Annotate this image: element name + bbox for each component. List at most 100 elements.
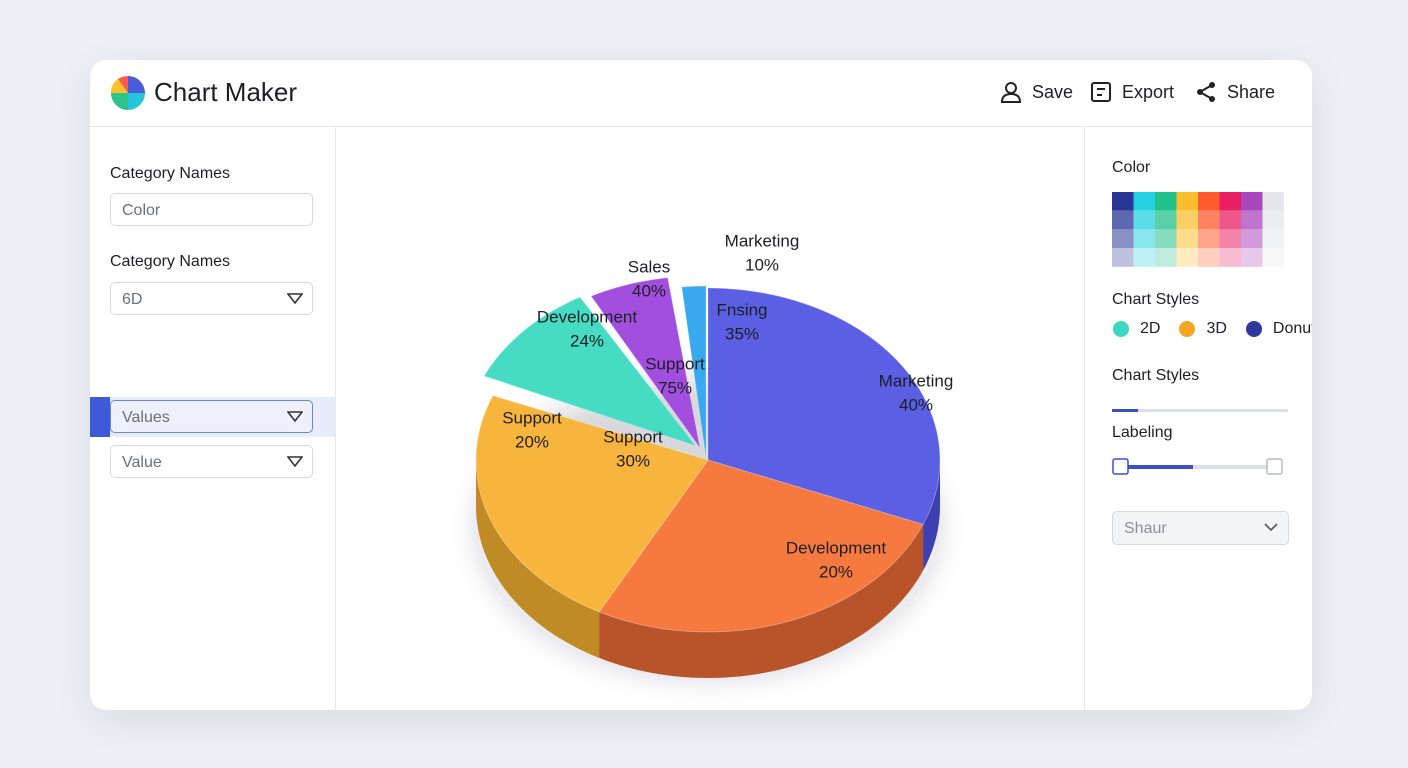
slice-percent: 40% xyxy=(899,395,933,414)
slice-top xyxy=(475,394,709,613)
labeling-label: Labeling xyxy=(1112,424,1173,441)
option-label: Donut xyxy=(1272,320,1312,337)
select[interactable]: Value xyxy=(110,445,313,478)
slice-percent: 24% xyxy=(570,331,604,350)
save-button[interactable]: Save xyxy=(1000,81,1073,103)
slice-percent: 20% xyxy=(515,432,549,451)
swatch xyxy=(1133,248,1155,267)
swatch xyxy=(1155,210,1177,230)
swatch xyxy=(1133,210,1155,230)
swatch xyxy=(1219,229,1241,249)
left-panel: Category Names Color Category Names 6D V… xyxy=(90,127,336,710)
dropdown-arrow xyxy=(287,411,303,423)
range-slider[interactable] xyxy=(1112,458,1284,476)
select-value: 6D xyxy=(122,291,143,308)
swatch xyxy=(1219,248,1241,267)
swatch xyxy=(1112,229,1134,249)
dropdown-arrow xyxy=(287,293,303,305)
share-button[interactable]: Share xyxy=(1195,81,1275,103)
logo xyxy=(110,75,145,110)
swatch xyxy=(1176,210,1198,230)
color-label: Color xyxy=(1112,159,1151,176)
slice-top xyxy=(483,296,698,447)
text-input[interactable]: Color xyxy=(110,193,313,226)
style-options: 2D 3D Donut xyxy=(1112,320,1312,338)
slice-side xyxy=(923,460,940,571)
swatch xyxy=(1241,210,1263,230)
header: Chart Maker Save Export Share xyxy=(90,60,1312,127)
color-palette[interactable] xyxy=(1112,192,1284,267)
swatch xyxy=(1262,248,1284,267)
swatch xyxy=(1176,229,1198,249)
slice-percent: 35% xyxy=(725,324,759,343)
select-value: Value xyxy=(122,454,162,471)
swatch xyxy=(1176,248,1198,267)
swatch xyxy=(1155,192,1177,211)
field-label: Category Names xyxy=(110,165,231,182)
option-label: 3D xyxy=(1206,320,1227,337)
app-title: Chart Maker xyxy=(154,77,298,107)
slice-name: Support xyxy=(645,354,705,373)
pie-slices xyxy=(475,277,941,678)
swatch xyxy=(1198,192,1220,211)
swatch xyxy=(1198,229,1220,249)
dropdown-arrow xyxy=(287,456,303,468)
slice-top xyxy=(590,277,701,449)
radio-2d[interactable] xyxy=(1112,320,1130,338)
slice-side xyxy=(476,460,600,658)
select[interactable]: Values xyxy=(110,400,313,433)
style-slider[interactable] xyxy=(1112,408,1288,414)
labeling-select[interactable]: Shaur xyxy=(1112,511,1289,545)
share-label: Share xyxy=(1227,81,1276,102)
slice-name: Sales xyxy=(628,257,671,276)
swatch xyxy=(1112,248,1134,267)
select-value: Shaur xyxy=(1124,520,1167,537)
slice-name: Marketing xyxy=(879,371,954,390)
swatch xyxy=(1262,192,1284,211)
swatch xyxy=(1219,192,1241,211)
swatch xyxy=(1241,192,1263,211)
share-icon xyxy=(1197,82,1215,102)
field-label: Category Names xyxy=(110,253,231,270)
slice-name: Support xyxy=(502,408,562,427)
swatch xyxy=(1133,229,1155,249)
slice-name: Development xyxy=(786,538,886,557)
swatch xyxy=(1262,210,1284,230)
radio-3d[interactable] xyxy=(1178,320,1196,338)
slice-side xyxy=(599,524,924,678)
swatch xyxy=(1155,229,1177,249)
swatch xyxy=(1198,210,1220,230)
swatch xyxy=(1262,229,1284,249)
swatch xyxy=(1241,248,1263,267)
radio-donut[interactable] xyxy=(1245,320,1263,338)
slice-percent: 10% xyxy=(745,255,779,274)
export-icon xyxy=(1091,82,1111,102)
row-indicator xyxy=(90,397,110,437)
slice-percent: 40% xyxy=(632,281,666,300)
swatch xyxy=(1241,229,1263,249)
styles-label: Chart Styles xyxy=(1112,291,1200,308)
slice-name: Development xyxy=(537,307,637,326)
dropdown-arrow xyxy=(1264,523,1278,532)
slice-percent: 30% xyxy=(616,451,650,470)
slice-top xyxy=(707,287,941,526)
slice-percent: 20% xyxy=(819,562,853,581)
select-value: Values xyxy=(122,409,170,426)
slice-name: Support xyxy=(603,427,663,446)
export-label: Export xyxy=(1122,81,1175,102)
export-button[interactable]: Export xyxy=(1090,81,1174,103)
select[interactable]: 6D xyxy=(110,282,313,315)
slice-name: Marketing xyxy=(725,231,800,250)
slice-percent: 75% xyxy=(658,378,692,397)
option-label: 2D xyxy=(1140,320,1161,337)
swatch xyxy=(1198,248,1220,267)
pie-chart: Marketing 10% Sales 40% Development 24% Suppor… xyxy=(475,231,954,678)
slice-top xyxy=(598,459,924,633)
slice-name: Fnsing xyxy=(716,300,767,319)
swatch xyxy=(1176,192,1198,211)
swatch xyxy=(1155,248,1177,267)
save-label: Save xyxy=(1032,81,1074,102)
right-panel: Color Chart Styles 2D 3D Donut Chart Sty… xyxy=(1084,127,1312,710)
swatch xyxy=(1112,210,1134,230)
